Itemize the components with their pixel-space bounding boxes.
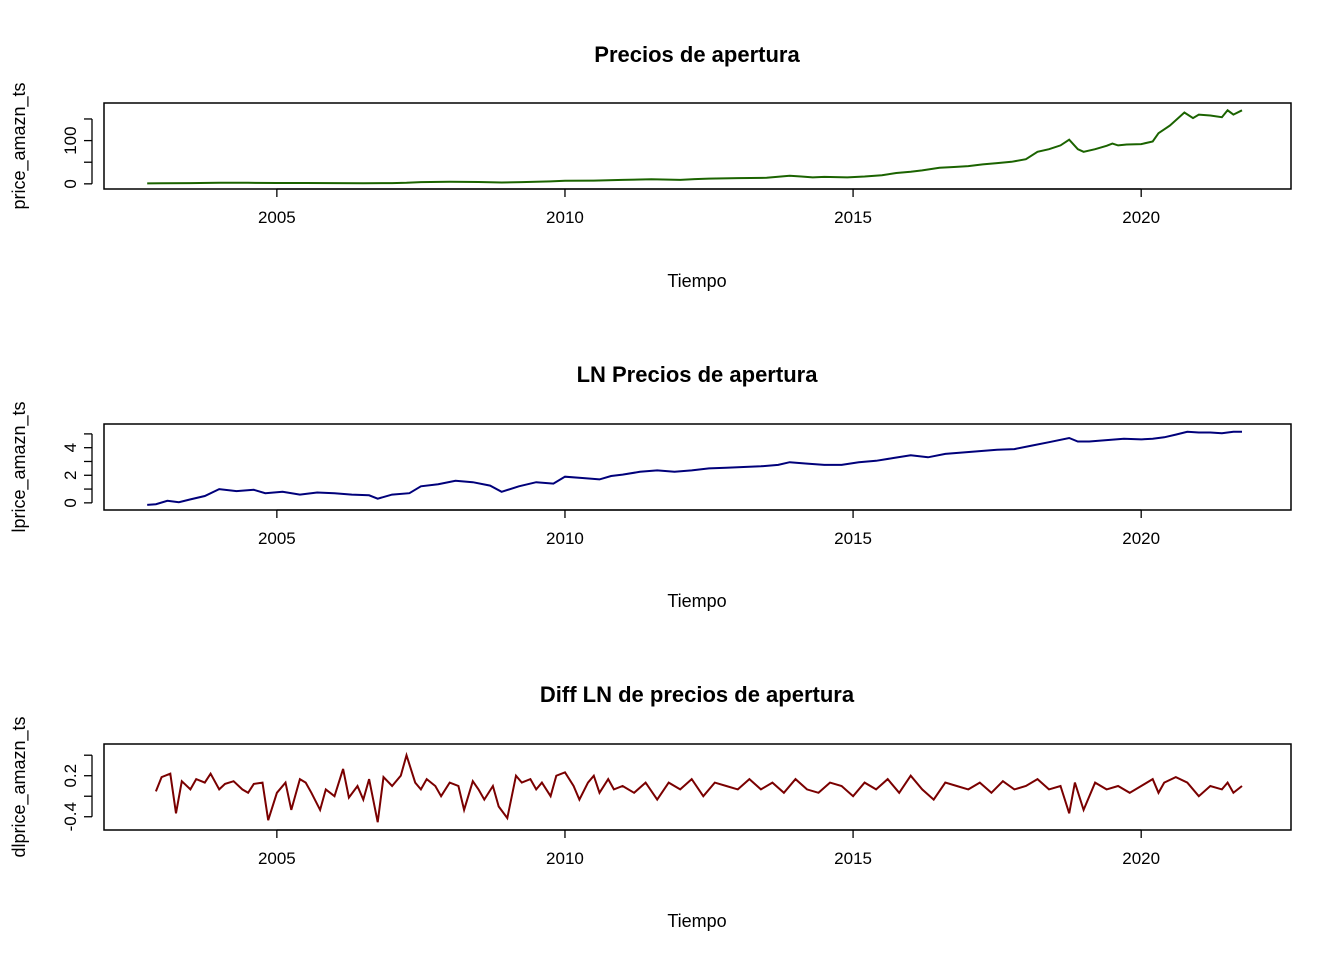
y-tick-label: 0 (61, 179, 80, 188)
plot-frame (103, 102, 1292, 190)
y-axis: -0.4 0.2 (61, 754, 93, 831)
x-tick-label: 2020 (1122, 529, 1160, 548)
x-axis: 2005 2010 2015 2020 (258, 829, 1160, 868)
x-tick-label: 2015 (834, 208, 872, 227)
y-tick-label: 100 (61, 126, 80, 154)
series-line-price (147, 108, 1243, 185)
x-tick-label: 2015 (834, 849, 872, 868)
panel-diff-ln: Diff LN de precios de apertura -0.4 0.2 2… (9, 682, 1292, 931)
y-axis-label: dlprice_amazn_ts (9, 716, 30, 857)
plot-frame (103, 423, 1292, 511)
x-axis-label: Tiempo (667, 271, 726, 291)
x-axis-label: Tiempo (667, 911, 726, 931)
x-tick-label: 2010 (546, 849, 584, 868)
y-axis-label: price_amazn_ts (9, 82, 30, 209)
chart-title: Diff LN de precios de apertura (540, 682, 855, 707)
y-tick-label: 0.2 (61, 764, 80, 788)
x-axis: 2005 2010 2015 2020 (258, 509, 1160, 548)
x-tick-label: 2020 (1122, 208, 1160, 227)
chart-title: Precios de apertura (594, 42, 800, 67)
y-axis-label: lprice_amazn_ts (9, 401, 30, 532)
y-axis: 0 2 4 (61, 433, 93, 508)
x-tick-label: 2005 (258, 849, 296, 868)
x-tick-label: 2010 (546, 529, 584, 548)
x-tick-label: 2015 (834, 529, 872, 548)
series-line-lprice (147, 430, 1242, 506)
chart-title: LN Precios de apertura (577, 362, 819, 387)
x-tick-label: 2010 (546, 208, 584, 227)
x-tick-label: 2020 (1122, 849, 1160, 868)
x-tick-label: 2005 (258, 208, 296, 227)
x-tick-label: 2005 (258, 529, 296, 548)
y-tick-label: 4 (61, 443, 80, 452)
panel-ln-precios: LN Precios de apertura 024 2005 2010 2015 2… (9, 362, 1292, 611)
y-tick-label: 0 (61, 498, 80, 507)
series-line-dlprice (154, 751, 1243, 823)
y-axis: 0 100 (61, 118, 93, 189)
x-axis: 2005 2010 2015 2020 (258, 188, 1160, 227)
panel-precios: Precios de apertura 0 100 2005 2010 2015 202… (9, 42, 1292, 291)
y-tick-label: -0.4 (61, 802, 80, 831)
x-axis-label: Tiempo (667, 591, 726, 611)
y-tick-label: 2 (61, 471, 80, 480)
